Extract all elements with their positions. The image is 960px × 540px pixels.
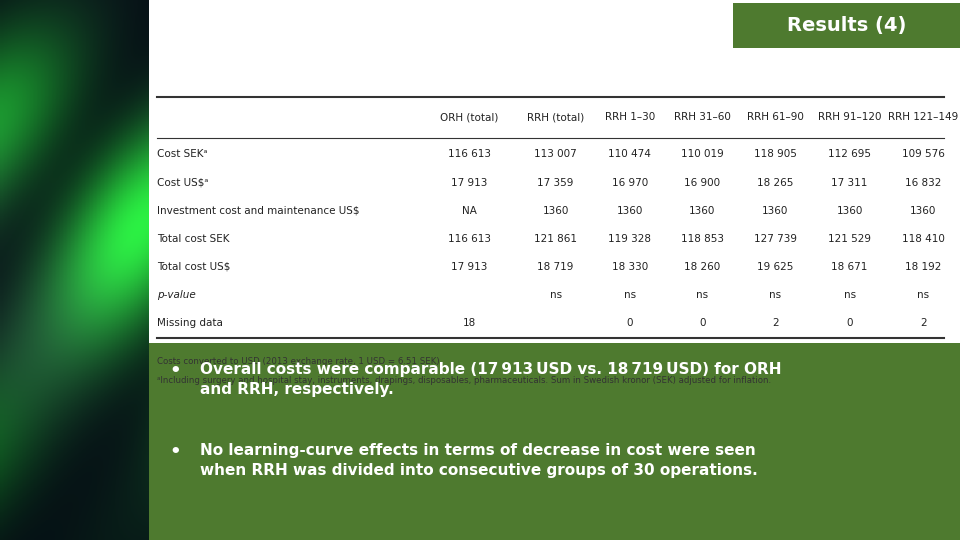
Text: 113 007: 113 007 — [535, 150, 577, 159]
Text: RRH 31–60: RRH 31–60 — [674, 112, 731, 123]
Text: •: • — [169, 362, 180, 380]
Text: •: • — [169, 443, 180, 461]
Text: RRH (total): RRH (total) — [527, 112, 585, 123]
Text: 18: 18 — [463, 318, 476, 328]
Text: 110 474: 110 474 — [609, 150, 651, 159]
Text: 1360: 1360 — [762, 206, 788, 215]
Text: 110 019: 110 019 — [681, 150, 724, 159]
Text: ns: ns — [769, 290, 781, 300]
Text: 16 970: 16 970 — [612, 178, 648, 187]
Text: 127 739: 127 739 — [754, 234, 797, 244]
Text: 119 328: 119 328 — [609, 234, 651, 244]
Text: RRH 121–149: RRH 121–149 — [888, 112, 959, 123]
Text: 118 905: 118 905 — [754, 150, 797, 159]
Text: 0: 0 — [847, 318, 852, 328]
Text: 18 719: 18 719 — [538, 262, 574, 272]
Text: Missing data: Missing data — [156, 318, 223, 328]
Text: Cost US$ᵃ: Cost US$ᵃ — [156, 178, 208, 187]
Text: 116 613: 116 613 — [447, 234, 491, 244]
Text: 1360: 1360 — [616, 206, 643, 215]
Text: RRH 61–90: RRH 61–90 — [747, 112, 804, 123]
Text: p-value: p-value — [156, 290, 196, 300]
Text: ns: ns — [549, 290, 562, 300]
Text: NA: NA — [462, 206, 477, 215]
Text: Results (4): Results (4) — [787, 16, 906, 35]
Text: Total cost SEK: Total cost SEK — [156, 234, 229, 244]
Text: ORH (total): ORH (total) — [440, 112, 498, 123]
Text: 121 529: 121 529 — [828, 234, 871, 244]
Text: 121 861: 121 861 — [534, 234, 577, 244]
Text: 18 192: 18 192 — [905, 262, 942, 272]
Text: ns: ns — [696, 290, 708, 300]
Text: 17 913: 17 913 — [451, 262, 488, 272]
Text: 1360: 1360 — [689, 206, 715, 215]
Text: 17 311: 17 311 — [831, 178, 868, 187]
Text: Investment cost and maintenance US$: Investment cost and maintenance US$ — [156, 206, 359, 215]
Text: RRH 1–30: RRH 1–30 — [605, 112, 655, 123]
Text: ns: ns — [918, 290, 929, 300]
Text: 18 671: 18 671 — [831, 262, 868, 272]
Text: Cost SEKᵃ: Cost SEKᵃ — [156, 150, 207, 159]
Text: 16 900: 16 900 — [684, 178, 721, 187]
Text: Total cost US$: Total cost US$ — [156, 262, 230, 272]
Text: 1360: 1360 — [910, 206, 937, 215]
Text: 17 913: 17 913 — [451, 178, 488, 187]
Text: 1360: 1360 — [542, 206, 569, 215]
Text: 116 613: 116 613 — [447, 150, 491, 159]
Text: 0: 0 — [699, 318, 706, 328]
FancyBboxPatch shape — [149, 343, 960, 540]
Text: 0: 0 — [627, 318, 633, 328]
Text: Overall costs were comparable (17 913 USD vs. 18 719 USD) for ORH
and RRH, respe: Overall costs were comparable (17 913 US… — [200, 362, 781, 397]
Text: RRH 91–120: RRH 91–120 — [818, 112, 881, 123]
Text: 18 330: 18 330 — [612, 262, 648, 272]
Text: 18 265: 18 265 — [757, 178, 794, 187]
Text: No learning-curve effects in terms of decrease in cost were seen
when RRH was di: No learning-curve effects in terms of de… — [200, 443, 757, 478]
FancyBboxPatch shape — [732, 3, 960, 48]
Text: 1360: 1360 — [836, 206, 863, 215]
Text: 17 359: 17 359 — [538, 178, 574, 187]
Text: 19 625: 19 625 — [757, 262, 794, 272]
Text: 112 695: 112 695 — [828, 150, 871, 159]
Text: 118 853: 118 853 — [681, 234, 724, 244]
Text: 118 410: 118 410 — [902, 234, 945, 244]
Text: 2: 2 — [921, 318, 926, 328]
Text: ns: ns — [624, 290, 636, 300]
Text: 2: 2 — [772, 318, 779, 328]
Text: 18 260: 18 260 — [684, 262, 721, 272]
Text: Costs converted to USD (2013 exchange rate, 1 USD = 6.51 SEK).: Costs converted to USD (2013 exchange ra… — [156, 356, 443, 366]
Text: ᵃIncluding surgery and hospital stay, instruments, drapings, disposables, pharma: ᵃIncluding surgery and hospital stay, in… — [156, 376, 771, 385]
Text: ns: ns — [844, 290, 855, 300]
Text: 16 832: 16 832 — [905, 178, 942, 187]
Text: 109 576: 109 576 — [902, 150, 945, 159]
